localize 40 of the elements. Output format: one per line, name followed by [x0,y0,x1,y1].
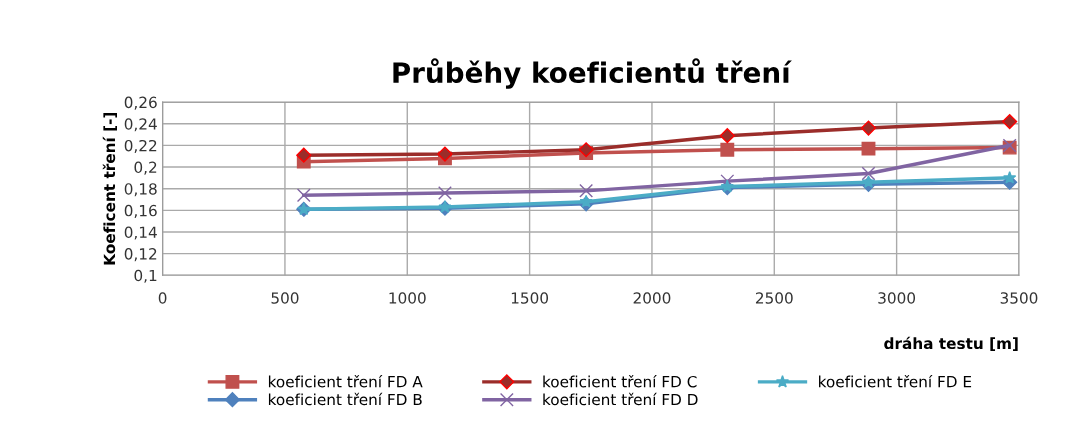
x-tick-label: 500 [271,292,299,304]
y-tick-label: 0,22 [124,139,157,153]
y-axis-title: Koeficent tření [-] [102,112,117,265]
point [861,166,876,181]
legend-label: koeficient tření FD A [268,375,423,388]
x-tick-label: 1000 [389,292,426,304]
y-tick-label: 0,1 [134,269,157,283]
x-tick-label: 3500 [1000,292,1038,304]
point [579,194,593,208]
y-tick-label: 0,16 [124,204,157,218]
chart-title: Průběhy koeficientů tření [393,58,792,89]
point [860,120,877,136]
point [578,142,594,158]
x-tick-label: 1500 [511,292,549,304]
point [579,183,594,198]
y-tick-label: 0,24 [124,118,157,132]
legend-label: koeficient tření FD C [543,375,697,388]
point [720,142,735,157]
legend-label: koeficient tření FD E [819,375,972,388]
point [437,146,453,162]
y-tick-label: 0,18 [124,183,157,197]
point [719,128,735,144]
point [438,186,452,200]
x-tick-label: 2000 [633,292,671,304]
point [861,175,876,188]
legend-label: koeficient tření FD D [543,392,698,406]
x-tick-label: 3000 [878,292,916,304]
point [861,141,876,156]
y-tick-label: 0,14 [124,226,157,240]
point [296,188,311,203]
x-tick-label: 0 [158,292,167,304]
legend-label: koeficient tření FD B [268,392,422,406]
y-tick-label: 0,12 [124,248,157,262]
point [1002,114,1018,130]
point [1003,170,1017,184]
x-axis-title: dráha testu [m] [884,336,1018,351]
y-tick-label: 0,2 [134,161,157,175]
y-tick-label: 0,26 [124,96,157,110]
x-tick-label: 2500 [755,292,793,304]
point [296,147,312,163]
